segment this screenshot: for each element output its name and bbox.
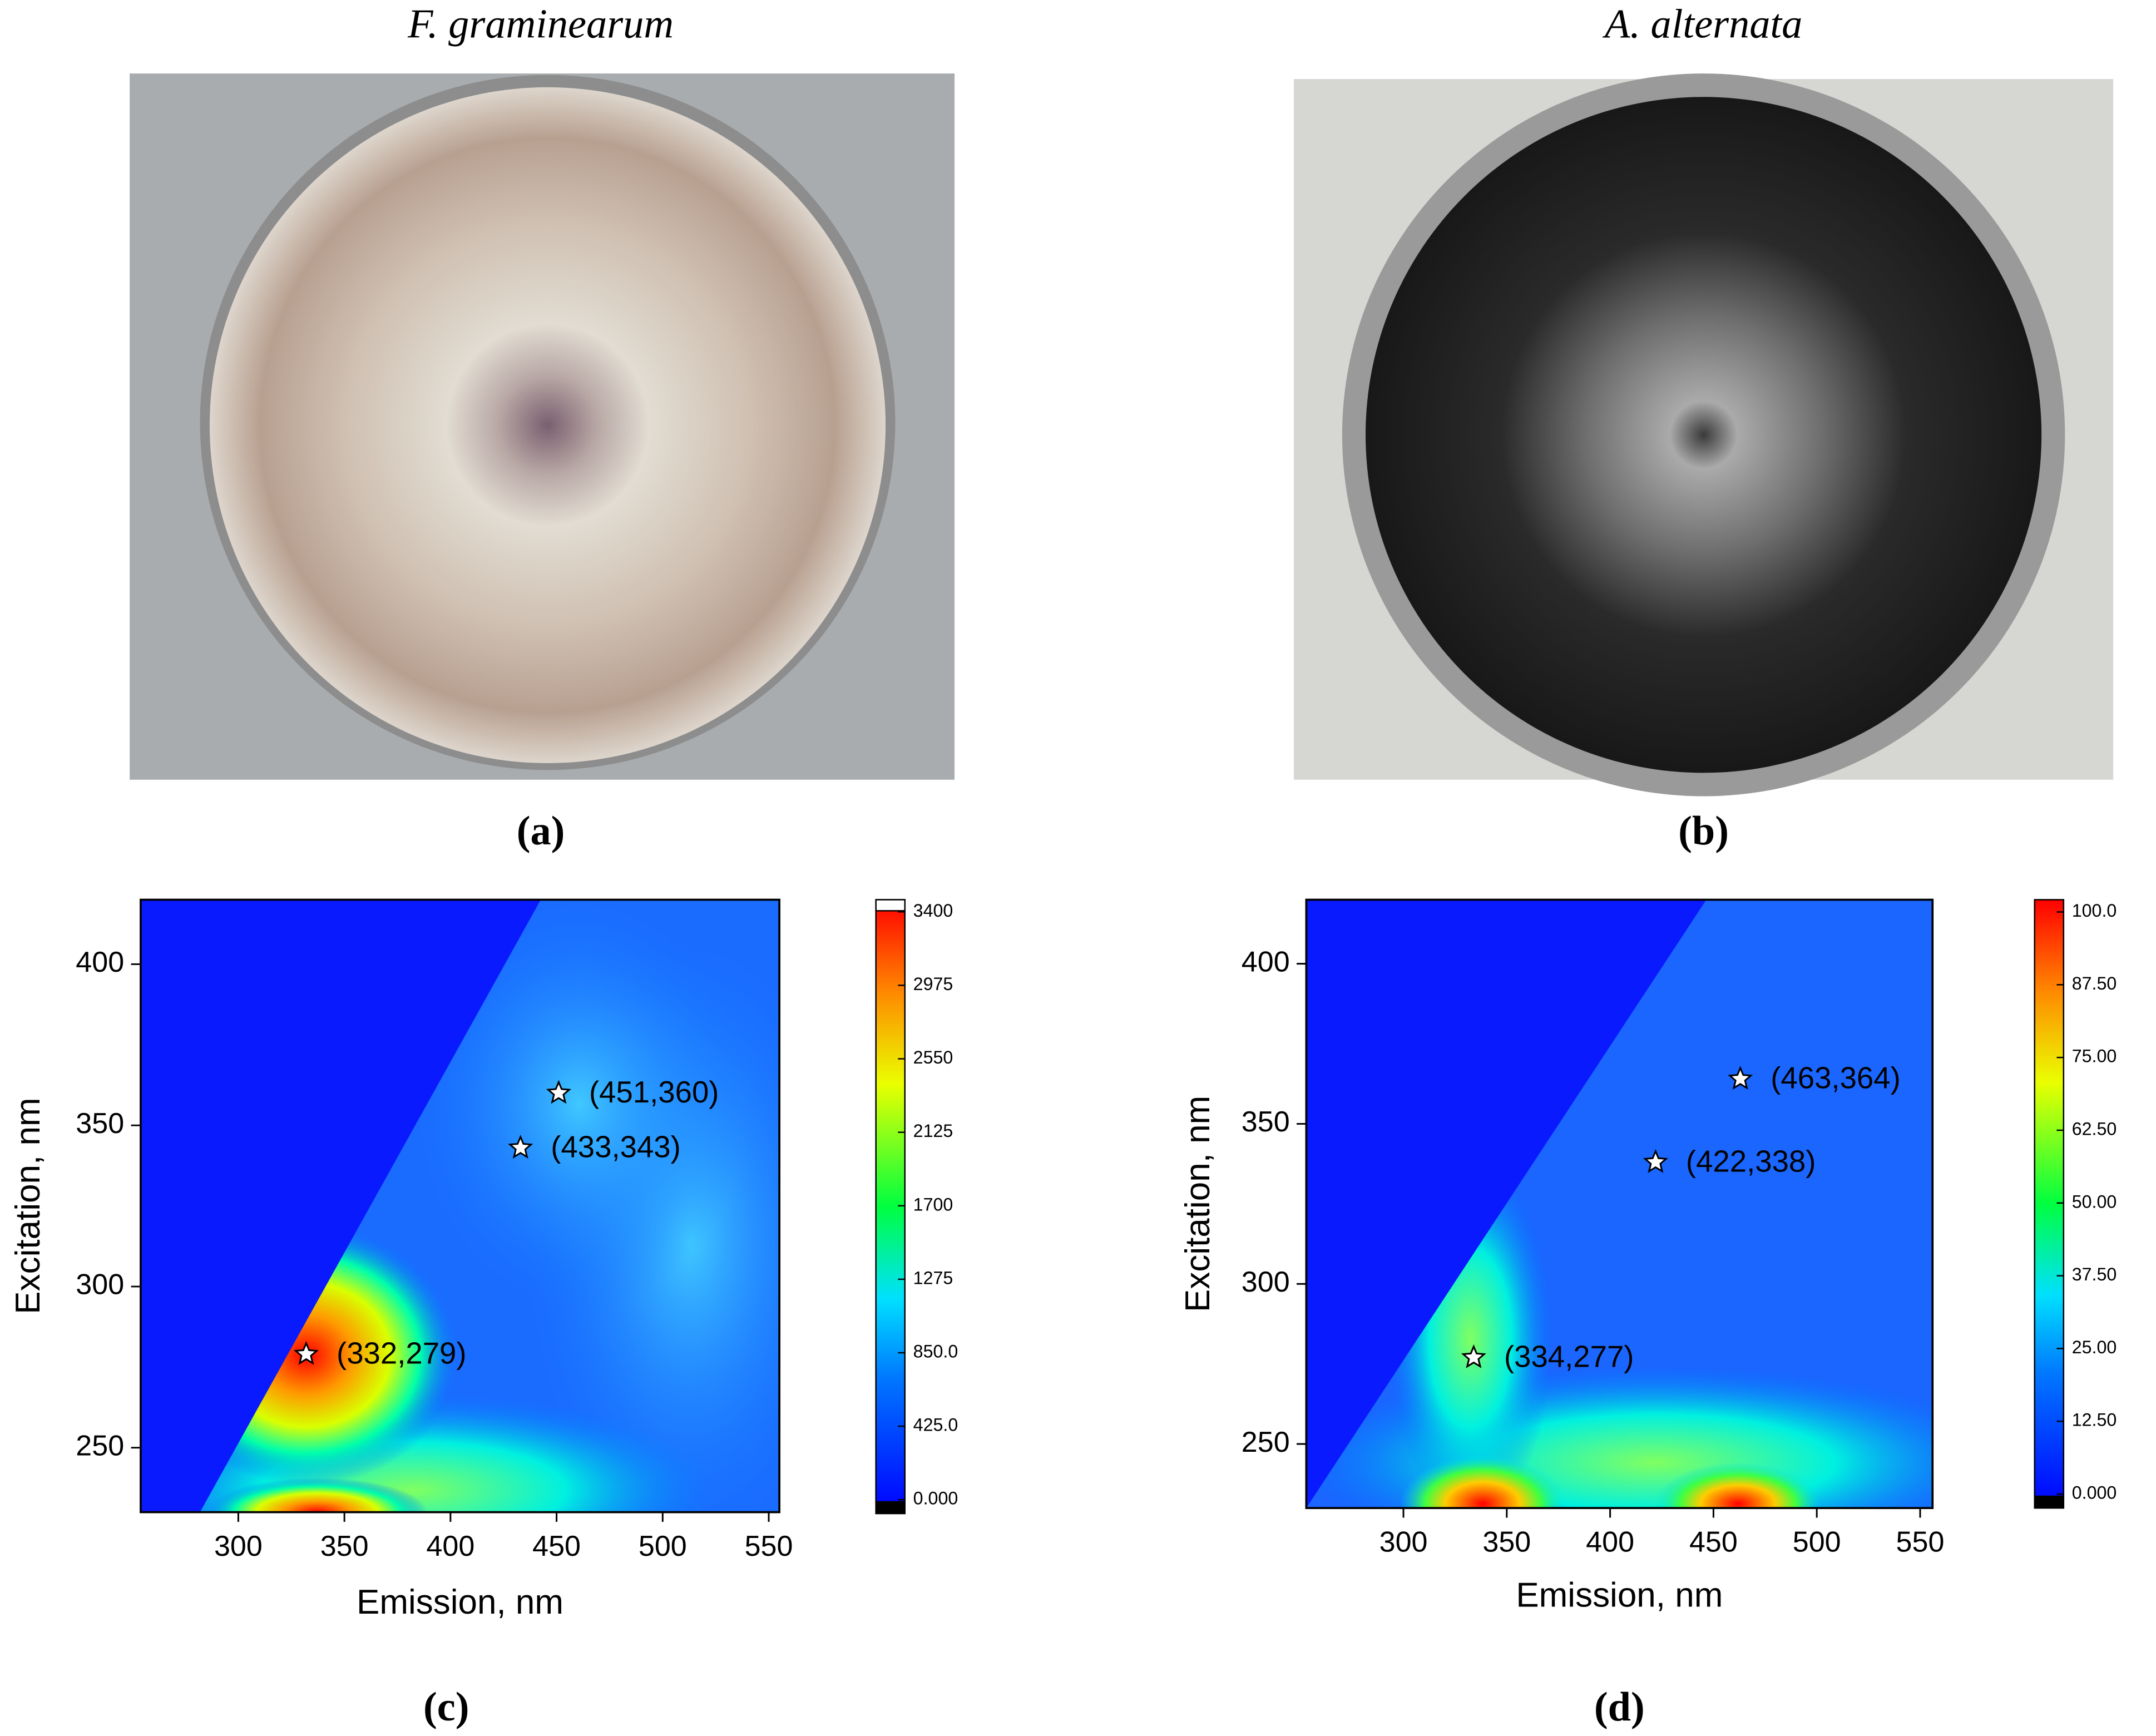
peak-label: (463,364) — [1771, 1061, 1901, 1095]
x-tick-label: 350 — [1482, 1526, 1531, 1558]
photo-title: F. graminearum — [407, 1, 674, 47]
peak-marker — [1643, 1149, 1668, 1173]
colorbar-tick-label: 25.00 — [2072, 1337, 2117, 1357]
y-tick-label: 400 — [76, 946, 124, 978]
colorbar-tick-label: 62.50 — [2072, 1119, 2117, 1139]
x-axis-label: Emission, nm — [357, 1583, 563, 1621]
x-axis-label: Emission, nm — [1516, 1576, 1723, 1615]
plot-frame — [140, 898, 780, 1514]
colorbar-tick-label: 2550 — [913, 1047, 953, 1067]
panel-label: (a) — [517, 808, 565, 854]
y-tick-label: 250 — [1242, 1426, 1290, 1458]
panel-label: (c) — [423, 1684, 469, 1730]
colorbar-tick-label: 425.0 — [913, 1415, 958, 1435]
peak-label: (422,338) — [1686, 1144, 1816, 1178]
x-tick-label: 300 — [214, 1530, 263, 1562]
colorbar-tick-label: 87.50 — [2072, 973, 2117, 993]
peak-label: (433,343) — [551, 1130, 681, 1164]
x-tick-label: 300 — [1379, 1526, 1428, 1558]
contour-field — [140, 899, 780, 1512]
peak-label: (451,360) — [589, 1075, 719, 1109]
peak-label: (334,277) — [1504, 1340, 1634, 1374]
x-tick-label: 450 — [1689, 1526, 1738, 1558]
photo-title: A. alternata — [1602, 1, 1802, 47]
y-tick-label: 250 — [76, 1430, 124, 1462]
colorbar-tick-label: 37.50 — [2072, 1264, 2117, 1284]
y-tick-label: 350 — [1242, 1106, 1290, 1138]
y-tick-label: 300 — [76, 1269, 124, 1301]
photo — [130, 73, 955, 780]
x-tick-label: 400 — [426, 1530, 474, 1562]
peak-label: (332,279) — [337, 1337, 467, 1371]
colorbar-tick-label: 12.50 — [2072, 1410, 2117, 1430]
y-tick-label: 300 — [1242, 1266, 1290, 1298]
photo — [1294, 73, 2114, 797]
colorbar-tick-label: 1700 — [913, 1194, 953, 1214]
colorbar-tick-label: 75.00 — [2072, 1046, 2117, 1066]
peak-marker — [546, 1080, 571, 1104]
y-tick-label: 350 — [76, 1107, 124, 1140]
y-axis-label: Excitation, nm — [9, 1097, 47, 1314]
colorbar-tick-label: 2975 — [913, 974, 953, 994]
peak-marker — [1461, 1344, 1486, 1368]
panel-label: (d) — [1594, 1684, 1645, 1730]
x-tick-label: 500 — [1793, 1526, 1841, 1558]
colorbar-tick-label: 0.000 — [2072, 1483, 2117, 1503]
peak-marker — [293, 1341, 319, 1365]
contour-field — [1306, 899, 1933, 1509]
plot-frame — [1305, 898, 1934, 1510]
peak-marker — [1728, 1066, 1753, 1090]
colorbar-tick-label: 1275 — [913, 1268, 953, 1288]
x-tick-label: 450 — [532, 1530, 581, 1562]
x-tick-label: 550 — [1896, 1526, 1945, 1558]
colorbar-tick-label: 100.0 — [2072, 901, 2117, 921]
y-tick-label: 400 — [1242, 946, 1290, 978]
colorbar-tick-label: 850.0 — [913, 1341, 958, 1361]
x-tick-label: 500 — [639, 1530, 687, 1562]
colorbar-tick-label: 2125 — [913, 1121, 953, 1141]
peak-marker — [508, 1135, 533, 1159]
panel-label: (b) — [1678, 808, 1729, 854]
colorbar-tick-label: 0.000 — [913, 1488, 958, 1509]
colorbar-tick-label: 50.00 — [2072, 1191, 2117, 1211]
x-tick-label: 350 — [320, 1530, 369, 1562]
x-tick-label: 400 — [1586, 1526, 1634, 1558]
colorbar — [875, 899, 2065, 1515]
y-axis-label: Excitation, nm — [1179, 1096, 1217, 1312]
colorbar-tick-label: 3400 — [913, 901, 953, 921]
x-tick-label: 550 — [745, 1530, 793, 1562]
